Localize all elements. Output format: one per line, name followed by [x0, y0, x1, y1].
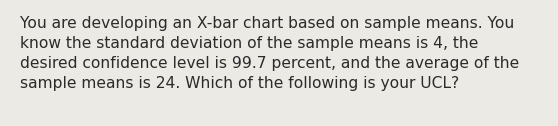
Text: You are developing an X-bar chart based on sample means. You
know the standard d: You are developing an X-bar chart based … — [20, 16, 519, 91]
